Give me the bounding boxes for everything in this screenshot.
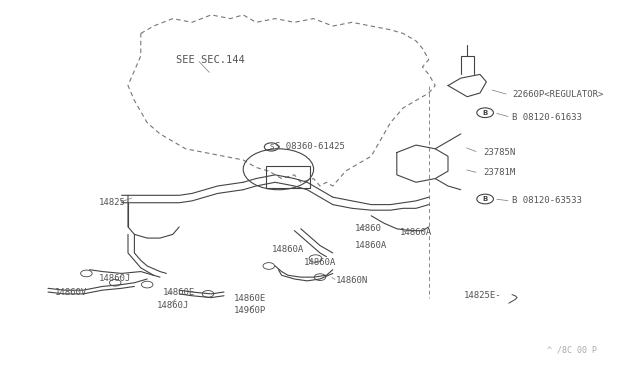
Text: 23781M: 23781M [483,169,515,177]
Text: 14860E: 14860E [234,294,266,303]
Text: 14860: 14860 [355,224,382,233]
Text: B: B [483,196,488,202]
Text: 14860A: 14860A [272,245,304,254]
Text: 14960P: 14960P [234,306,266,315]
Text: S: S [269,144,273,150]
Text: 14825E-: 14825E- [464,291,502,300]
Text: 22660P<REGULATOR>: 22660P<REGULATOR> [512,90,604,99]
Text: 14860J: 14860J [157,301,189,310]
Text: ^ /8C 00 P: ^ /8C 00 P [547,345,597,354]
Text: SEE SEC.144: SEE SEC.144 [176,55,244,64]
Text: 14860J: 14860J [99,274,131,283]
Text: 14860E: 14860E [163,288,195,296]
Text: 23785N: 23785N [483,148,515,157]
Text: 14860A: 14860A [400,228,432,237]
Text: B: B [483,110,488,116]
Text: 14860A: 14860A [304,258,336,267]
Bar [266,166,310,188]
Text: B 08120-61633: B 08120-61633 [512,113,582,122]
Text: B 08120-63533: B 08120-63533 [512,196,582,205]
Text: 14860N: 14860N [336,276,368,285]
Text: 14860A: 14860A [355,241,387,250]
Text: 14825: 14825 [99,198,126,207]
Text: S 08360-61425: S 08360-61425 [275,142,345,151]
Text: 14860V: 14860V [54,288,86,296]
